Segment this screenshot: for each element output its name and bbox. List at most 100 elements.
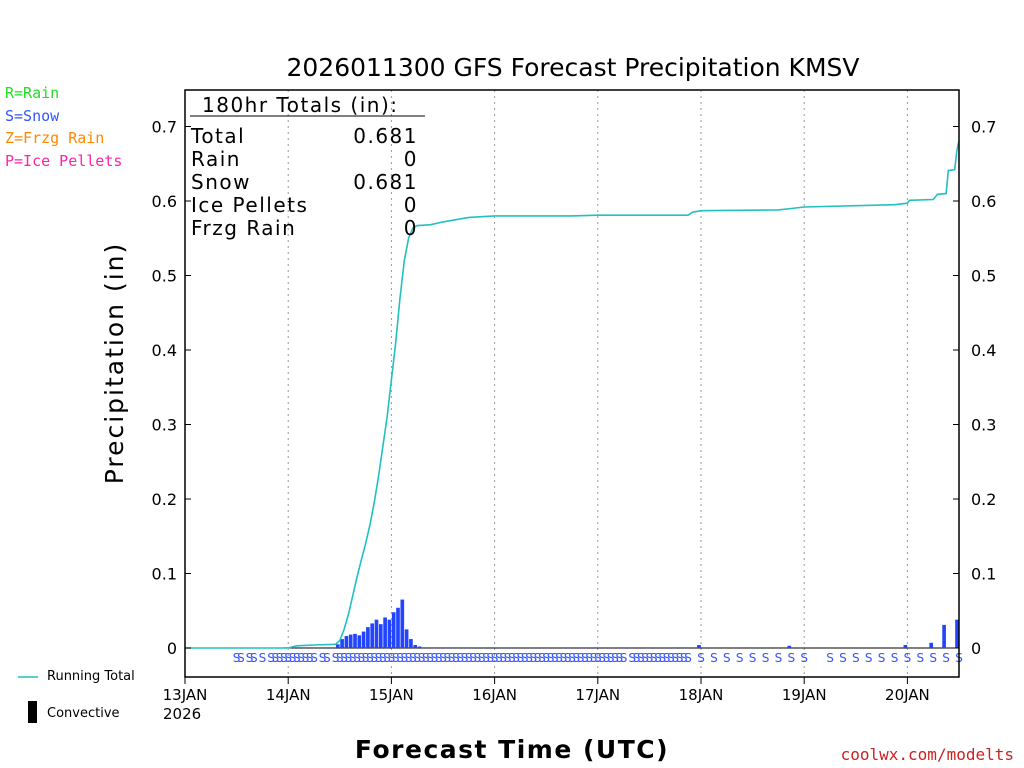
snow-type-marker: S	[585, 651, 593, 665]
snow-type-marker: S	[357, 651, 365, 665]
x-tick-sublabel: 2026	[163, 705, 201, 723]
snow-type-marker: S	[611, 651, 619, 665]
x-tick-label: 20JAN	[885, 686, 930, 704]
snow-type-marker: S	[560, 651, 568, 665]
precip-bar	[396, 607, 400, 648]
snow-type-marker: S	[628, 651, 636, 665]
snow-type-marker: S	[297, 651, 305, 665]
snow-type-marker: S	[650, 651, 658, 665]
snow-type-marker: S	[366, 651, 374, 665]
y-tick-label-right: 0.2	[971, 490, 996, 509]
snow-type-marker: S	[620, 651, 628, 665]
snow-type-marker: S	[671, 651, 679, 665]
snow-type-marker: S	[422, 651, 430, 665]
snow-type-marker: S	[302, 651, 310, 665]
precip-bar	[361, 631, 366, 648]
precip-bar	[357, 635, 362, 648]
precip-type-legend: R=Rain S=Snow Z=Frzg Rain P=Ice Pellets	[5, 82, 122, 172]
snow-type-marker: S	[276, 651, 284, 665]
precip-bar	[460, 647, 465, 649]
snow-type-marker: S	[478, 651, 486, 665]
totals-row-value: 0	[404, 193, 418, 217]
y-tick-label-left: 0.3	[152, 416, 177, 435]
precip-bar	[903, 645, 908, 648]
snow-type-marker: S	[474, 651, 482, 665]
precip-bar	[826, 647, 830, 649]
snow-type-marker: S	[246, 651, 254, 665]
y-tick-label-right: 0.6	[971, 192, 996, 211]
snow-type-marker: S	[388, 651, 396, 665]
y-tick-label-left: 0.6	[152, 192, 177, 211]
precip-bar	[327, 647, 332, 649]
snow-type-marker: S	[749, 651, 757, 665]
totals-row-label: Rain	[191, 147, 241, 171]
grid-lines	[185, 90, 959, 677]
snow-type-marker: S	[379, 651, 387, 665]
snow-type-marker: S	[551, 651, 559, 665]
precip-bar	[955, 619, 959, 648]
snow-type-marker: S	[267, 651, 275, 665]
snow-type-marker: S	[525, 651, 533, 665]
precip-bar	[370, 623, 375, 648]
snow-type-marker: S	[637, 651, 645, 665]
precip-bar	[353, 633, 357, 648]
snow-type-marker: S	[839, 651, 847, 665]
snow-type-marker: S	[663, 651, 671, 665]
precip-bar	[323, 647, 327, 649]
x-tick-label: 15JAN	[369, 686, 414, 704]
snow-type-marker: S	[577, 651, 585, 665]
snow-type-marker: S	[547, 651, 555, 665]
precip-bar	[417, 646, 422, 648]
snow-type-marker: S	[775, 651, 783, 665]
precip-bar	[340, 639, 344, 648]
snow-type-marker: S	[615, 651, 623, 665]
plot-frame	[184, 89, 960, 678]
totals-row-label: Total	[190, 124, 245, 148]
snow-type-marker: S	[504, 651, 512, 665]
snow-type-marker: S	[426, 651, 434, 665]
snow-type-marker: S	[603, 651, 611, 665]
convective-legend-swatch	[28, 701, 37, 723]
precip-bar	[387, 619, 392, 648]
precip-bar	[314, 647, 319, 649]
snow-type-marker: S	[495, 651, 503, 665]
y-tick-label-right: 0.1	[971, 565, 996, 584]
snow-type-marker: S	[534, 651, 542, 665]
snow-type-marker: S	[942, 651, 950, 665]
precip-bar	[301, 647, 306, 649]
snow-type-marker: S	[465, 651, 473, 665]
snow-type-marker: S	[336, 651, 344, 665]
precip-bar	[671, 647, 676, 649]
snow-type-marker: S	[865, 651, 873, 665]
snow-type-marker: S	[517, 651, 525, 665]
y-tick-label-left: 0.1	[152, 565, 177, 584]
running-total-line	[185, 140, 960, 649]
snow-type-marker: S	[349, 651, 357, 665]
snow-type-marker: S	[469, 651, 477, 665]
precip-bar	[542, 647, 547, 649]
snow-type-marker: S	[400, 651, 408, 665]
precip-bar	[434, 647, 439, 649]
snow-type-marker: S	[362, 651, 370, 665]
snow-type-marker: S	[684, 651, 692, 665]
snow-type-marker: S	[237, 651, 245, 665]
snow-type-marker: S	[852, 651, 860, 665]
snow-type-marker: S	[396, 651, 404, 665]
precip-bar	[774, 647, 779, 649]
chart-title: 2026011300 GFS Forecast Precipitation KM…	[286, 53, 859, 82]
snow-type-marker: S	[646, 651, 654, 665]
snow-type-marker: S	[306, 651, 314, 665]
precip-bar	[516, 647, 521, 649]
snow-type-marker: S	[676, 651, 684, 665]
snow-type-marker: S	[762, 651, 770, 665]
snow-type-marker: S	[439, 651, 447, 665]
snow-type-marker: S	[697, 651, 705, 665]
snow-type-marker: S	[310, 651, 318, 665]
credit-text[interactable]: coolwx.com/modelts	[840, 745, 1014, 764]
snow-type-marker: S	[607, 651, 615, 665]
y-axis-left: 0 0.1 0.2 0.3 0.4 0.5 0.6 0.7	[152, 118, 191, 658]
snow-type-marker: S	[916, 651, 924, 665]
y-tick-label-right: 0.4	[971, 341, 996, 360]
snow-type-marker: S	[590, 651, 598, 665]
